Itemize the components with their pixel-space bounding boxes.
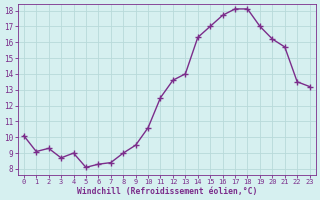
X-axis label: Windchill (Refroidissement éolien,°C): Windchill (Refroidissement éolien,°C) bbox=[76, 187, 257, 196]
